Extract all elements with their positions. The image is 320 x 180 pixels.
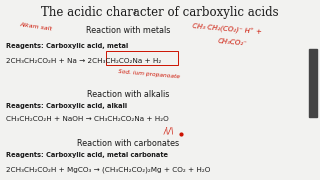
Text: Reaction with carbonates: Reaction with carbonates [77, 140, 179, 148]
Text: -1: -1 [133, 10, 138, 15]
Text: CH₃CO₂⁻: CH₃CO₂⁻ [218, 38, 248, 46]
Text: /\/\: /\/\ [163, 126, 174, 135]
Text: 2CH₃CH₂CO₂H + MgCO₃ → (CH₃CH₂CO₂)₂Mg + CO₂ + H₂O: 2CH₃CH₂CO₂H + MgCO₃ → (CH₃CH₂CO₂)₂Mg + C… [6, 166, 211, 173]
Text: Reagents: Carboxylic acid, metal carbonate: Reagents: Carboxylic acid, metal carbona… [6, 152, 168, 158]
Text: Alkam salt: Alkam salt [19, 22, 52, 32]
Text: CH₃CH₂CO₂H + NaOH → CH₃CH₂CO₂Na + H₂O: CH₃CH₂CO₂H + NaOH → CH₃CH₂CO₂Na + H₂O [6, 116, 169, 122]
Text: 2CH₃CH₂CO₂H + Na → 2CH₃CH₂CO₂Na + H₂: 2CH₃CH₂CO₂H + Na → 2CH₃CH₂CO₂Na + H₂ [6, 58, 162, 64]
Text: Sod. ium propanoate: Sod. ium propanoate [118, 69, 180, 80]
Text: Reagents: Carboxylic acid, alkali: Reagents: Carboxylic acid, alkali [6, 103, 128, 109]
Bar [309, 49, 317, 117]
Text: Reaction with alkalis: Reaction with alkalis [87, 90, 169, 99]
Text: Reagents: Carboxylic acid, metal: Reagents: Carboxylic acid, metal [6, 43, 129, 49]
Text: CH₃ CH₂(CO₂)⁻ H⁺ +: CH₃ CH₂(CO₂)⁻ H⁺ + [192, 22, 262, 36]
Text: Reaction with metals: Reaction with metals [86, 26, 170, 35]
Text: The acidic character of carboxylic acids: The acidic character of carboxylic acids [41, 6, 279, 19]
